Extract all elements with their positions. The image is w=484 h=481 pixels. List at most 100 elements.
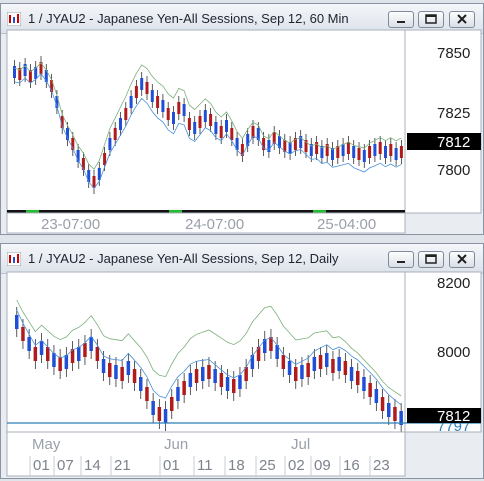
- candle-body: [81, 158, 85, 170]
- price-tick-label: 7850: [437, 45, 470, 62]
- minimize-icon: [397, 261, 405, 263]
- candle-body: [71, 138, 75, 150]
- candle-body: [27, 337, 31, 351]
- candle-body: [275, 345, 279, 359]
- candle-body: [288, 142, 292, 154]
- day-tick-label: 25: [259, 457, 276, 474]
- time-tick-label: 23-07:00: [41, 216, 100, 233]
- maximize-icon: [425, 254, 437, 264]
- intraday-chart-window: 1 / JYAU2 - Japanese Yen-All Sessions, S…: [0, 3, 484, 235]
- candle-body: [399, 146, 403, 158]
- fast-moving-average-line: [14, 72, 402, 190]
- candle-body: [145, 387, 149, 401]
- close-icon: [457, 14, 467, 24]
- candle-body: [21, 327, 25, 341]
- daily-price-chart[interactable]: 8200 8000 7797 7812 May Jun Jul 01 07 14 21…: [1, 244, 483, 478]
- candle-body: [399, 411, 403, 425]
- candle-body: [203, 110, 207, 122]
- candle-body: [213, 369, 217, 383]
- candle-body: [325, 144, 329, 156]
- candle-body: [294, 367, 298, 381]
- close-button[interactable]: [449, 11, 475, 28]
- window-titlebar[interactable]: 1 / JYAU2 - Japanese Yen-All Sessions, S…: [1, 4, 483, 34]
- candle-body: [198, 116, 202, 128]
- maximize-button[interactable]: [418, 11, 444, 28]
- candle-body: [46, 347, 50, 361]
- candle-body: [309, 144, 313, 156]
- candle-body: [34, 67, 38, 79]
- candle-body: [389, 144, 393, 156]
- candle-body: [293, 138, 297, 150]
- candle-body: [306, 363, 310, 377]
- candle-body: [177, 102, 181, 114]
- candle-body: [95, 347, 100, 361]
- candle-body: [287, 361, 292, 375]
- day-tick-label: 02: [288, 457, 305, 474]
- candle-body: [250, 355, 255, 369]
- session-bar: [7, 210, 405, 213]
- price-axis-background: [404, 29, 482, 214]
- last-price-label: 7812: [437, 134, 470, 151]
- candle-body: [378, 142, 382, 154]
- candle-body: [263, 339, 267, 353]
- day-tick-label: 16: [343, 457, 360, 474]
- candle-body: [230, 128, 234, 140]
- candle-body: [300, 365, 304, 379]
- candle-body: [23, 64, 27, 76]
- price-tick-label: 8200: [437, 275, 470, 292]
- candle-body: [380, 397, 385, 411]
- candle-body: [134, 86, 138, 98]
- month-tick-label: Jun: [164, 436, 188, 453]
- candle-body: [283, 140, 287, 152]
- minimize-button[interactable]: [388, 11, 414, 28]
- candle-body: [225, 377, 230, 391]
- day-tick-label: 01: [33, 457, 50, 474]
- candle-body: [139, 377, 143, 391]
- candle-body: [140, 78, 144, 90]
- candle-body: [225, 120, 228, 132]
- candle-body: [132, 369, 137, 383]
- candle-body: [60, 116, 64, 128]
- daily-chart-window: 1 / JYAU2 - Japanese Yen-All Sessions, S…: [0, 243, 484, 479]
- candle-body: [368, 146, 372, 158]
- maximize-button[interactable]: [418, 251, 444, 268]
- close-icon: [457, 254, 467, 264]
- close-button[interactable]: [449, 251, 475, 268]
- last-price-marker: [407, 133, 481, 150]
- candle-body: [352, 146, 356, 158]
- candlestick-series: [15, 307, 403, 433]
- minimize-button[interactable]: [388, 251, 414, 268]
- candle-body: [188, 373, 193, 387]
- candle-body: [209, 114, 213, 126]
- candle-body: [269, 337, 273, 351]
- candle-body: [64, 355, 69, 369]
- session-marker: [169, 210, 182, 213]
- candle-body: [87, 170, 91, 182]
- candle-body: [13, 66, 16, 78]
- window-titlebar[interactable]: 1 / JYAU2 - Japanese Yen-All Sessions, S…: [1, 244, 483, 274]
- candle-body: [246, 134, 250, 146]
- candle-body: [374, 389, 379, 403]
- candle-body: [97, 168, 101, 180]
- candle-body: [76, 150, 80, 162]
- price-axis-background: [404, 271, 482, 433]
- candle-body: [58, 357, 62, 371]
- candle-body: [145, 82, 149, 94]
- candle-body: [362, 377, 366, 391]
- candle-body: [207, 365, 211, 379]
- month-tick-label: May: [32, 436, 61, 453]
- session-marker: [313, 210, 326, 213]
- candle-body: [83, 343, 87, 357]
- candle-body: [50, 80, 54, 92]
- candle-body: [251, 126, 255, 138]
- candle-body: [170, 397, 174, 411]
- candle-body: [129, 96, 133, 108]
- intraday-price-chart[interactable]: 7850 7825 7800 7812 23-07:00 24-07:00 25…: [1, 4, 483, 234]
- day-tick-label: 09: [314, 457, 331, 474]
- candle-body: [320, 146, 324, 158]
- candle-body: [267, 140, 271, 152]
- candle-body: [201, 367, 205, 381]
- candle-body: [108, 138, 112, 150]
- candle-body: [120, 367, 124, 381]
- candle-body: [15, 315, 19, 329]
